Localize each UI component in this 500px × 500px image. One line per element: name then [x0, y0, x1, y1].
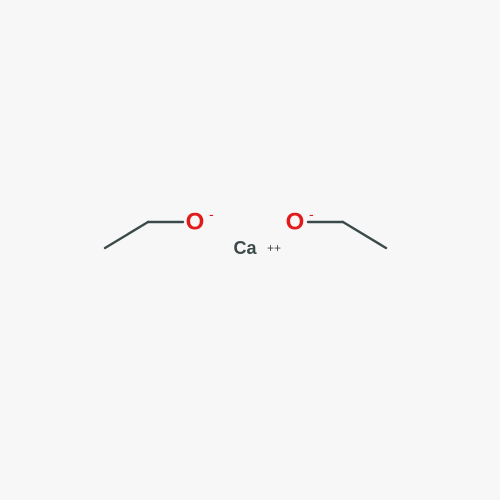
atom-calcium: Ca: [233, 238, 257, 258]
molecule-canvas: O - O - Ca ++: [0, 0, 500, 500]
atom-oxygen-left: O: [186, 209, 205, 236]
charge-oxygen-left: -: [209, 206, 214, 222]
atom-oxygen-right: O: [286, 209, 305, 236]
charge-calcium: ++: [267, 241, 281, 255]
molecule-svg: O - O - Ca ++: [0, 0, 500, 500]
charge-oxygen-right: -: [309, 206, 314, 222]
